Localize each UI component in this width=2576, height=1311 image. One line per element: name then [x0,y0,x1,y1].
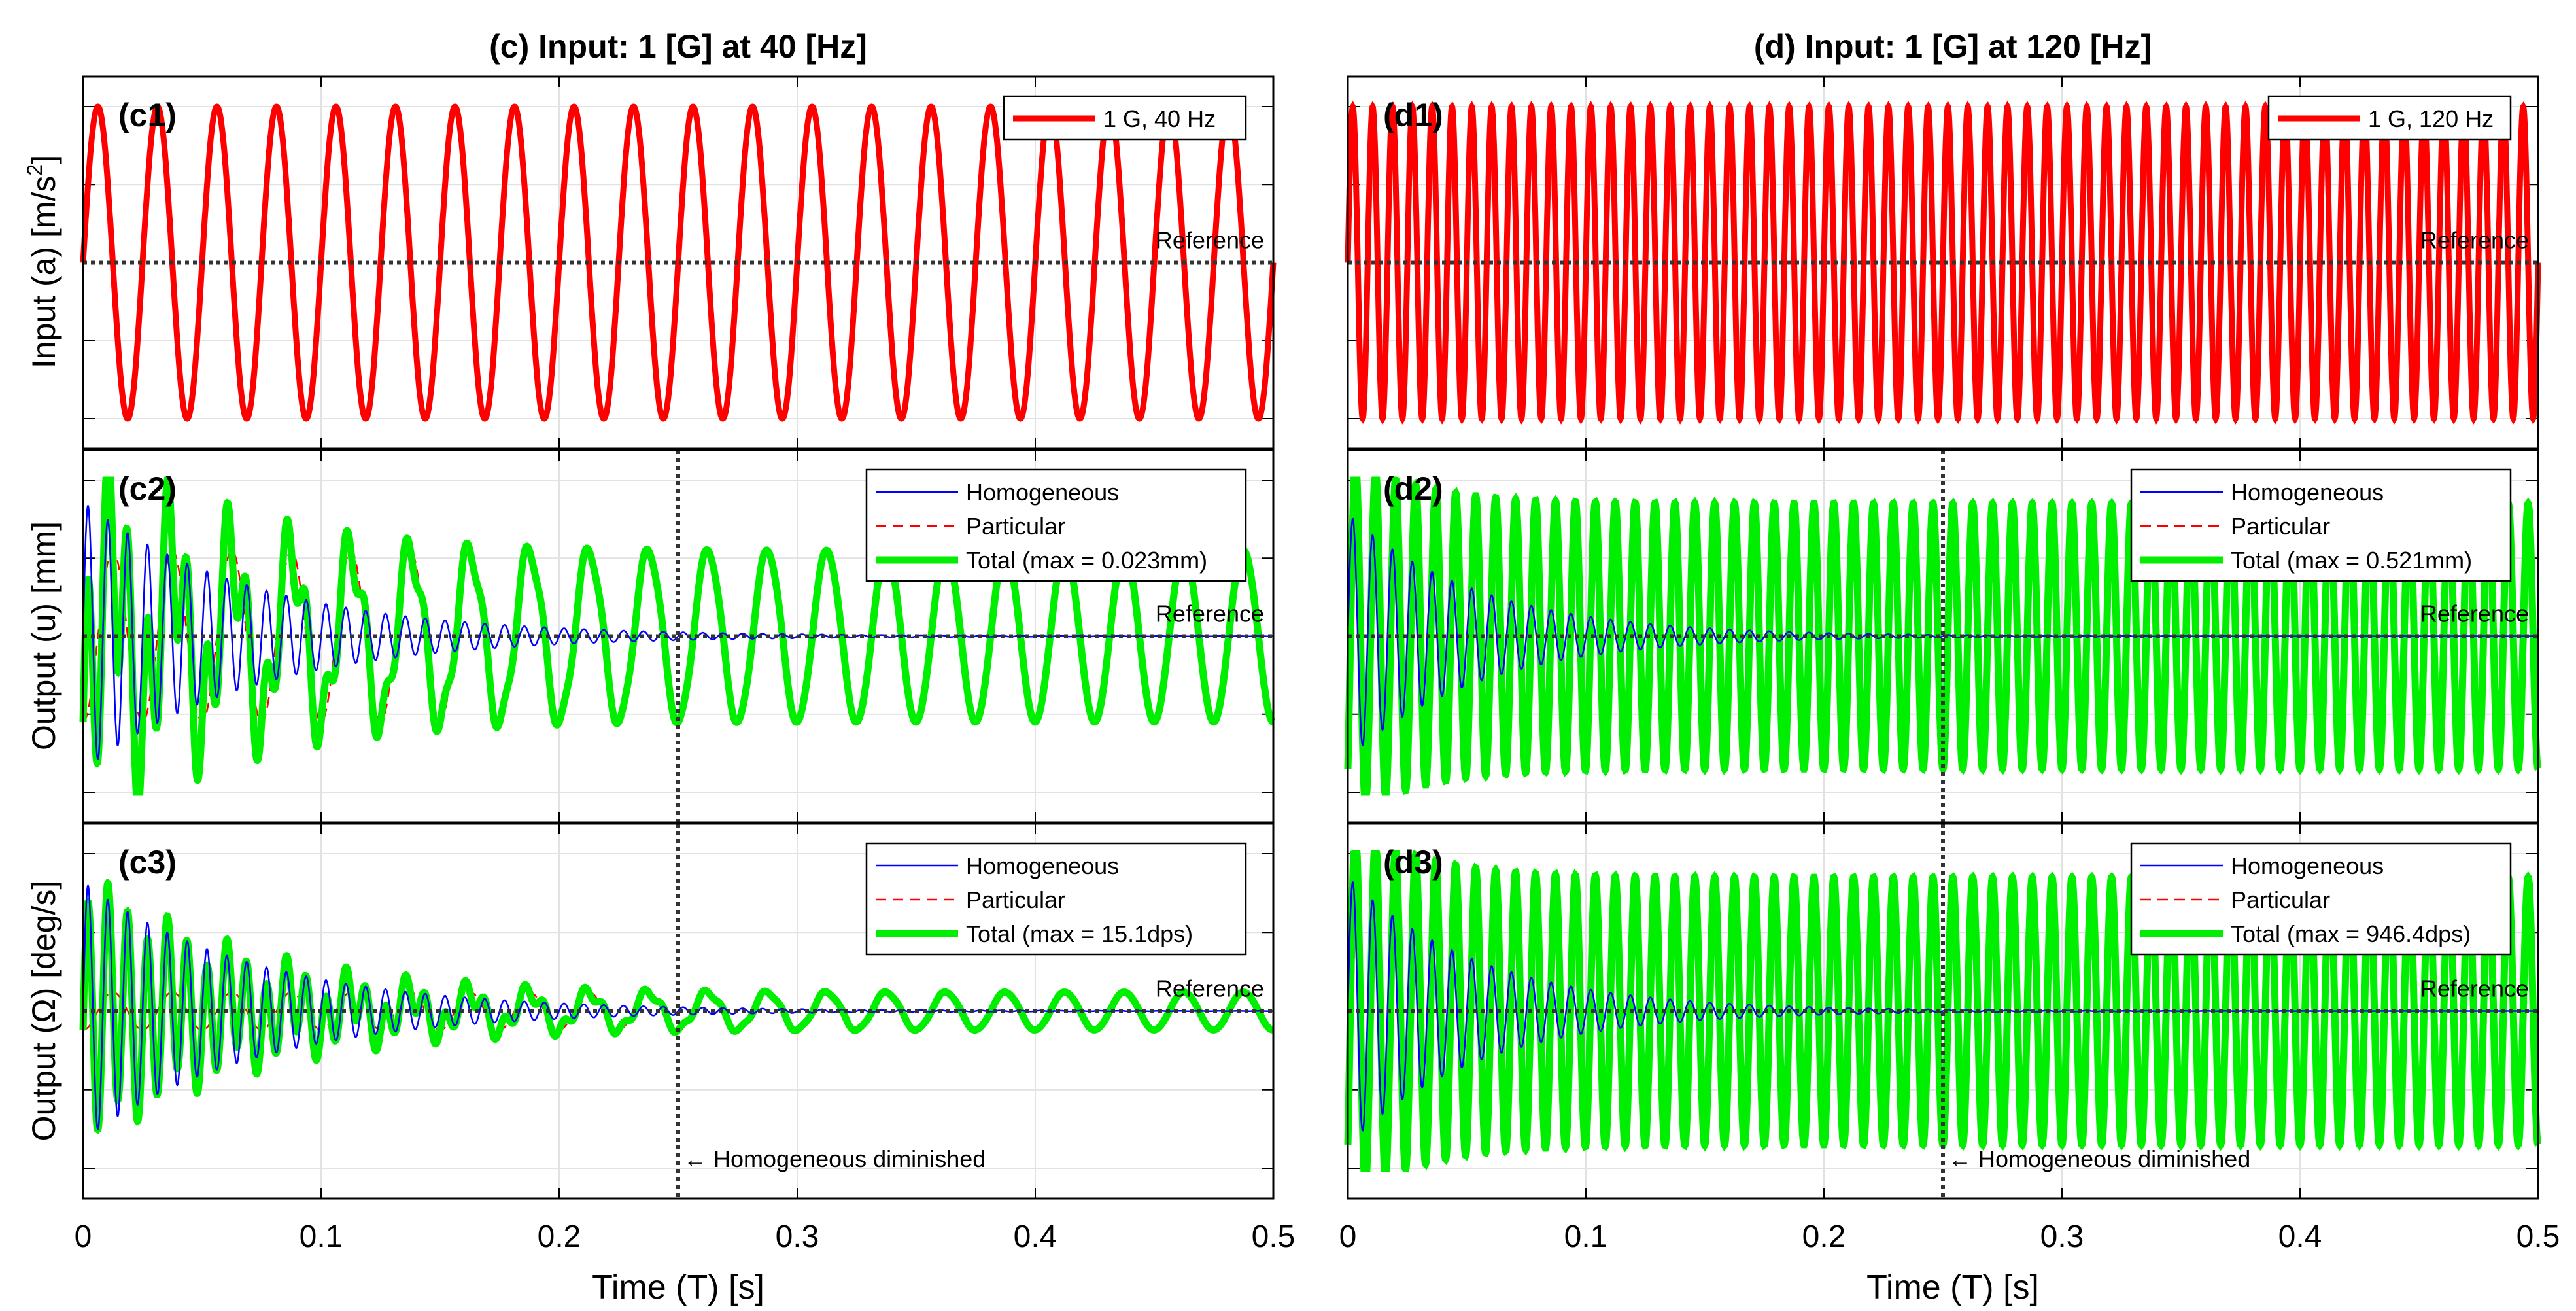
legend-entry-input: 1 G, 40 Hz [1103,105,1216,132]
panels: Reference (c1) 1 G, 40 Hz Reference (c2) Homo… [75,75,2560,1254]
panel-label-d3: (d3) [1383,844,1443,881]
legend-entry-particular: Particular [2231,513,2330,540]
panel-d1: Reference (d1) 1 G, 120 Hz [1345,75,2541,450]
legend: 1 G, 120 Hz [2267,95,2512,141]
axes-box [82,822,1275,1200]
reference-label: Reference [2420,601,2529,627]
panel-label-d2: (d2) [1383,470,1443,507]
series-line-total [1344,476,2542,796]
x-tick-label: 0.4 [1014,1219,1057,1254]
reference-label: Reference [2420,227,2529,254]
axes-box [1347,822,2539,1200]
x-axis-label-c: Time (T) [s] [592,1268,764,1306]
axes-box [82,75,1275,450]
x-tick-label: 0.3 [776,1219,819,1254]
series-line-input [80,103,1277,422]
panel-label-c2: (c2) [118,470,177,507]
legend: 1 G, 40 Hz [1003,95,1247,141]
panel-label-c1: (c1) [118,97,177,133]
legend-entry-total: Total (max = 0.023mm) [966,547,1207,574]
x-tick-label: 0.3 [2040,1219,2084,1254]
legend-entry-homogeneous: Homogeneous [2231,852,2384,879]
y-axis-label-c1: Input (a) [m/s2] [23,155,62,368]
legend: Homogeneous Particular Total (max = 946.4d… [2130,842,2512,956]
x-tick-label: 0.2 [538,1219,581,1254]
legend-entry-homogeneous: Homogeneous [2231,479,2384,506]
x-axis-label-d: Time (T) [s] [1866,1268,2039,1306]
legend-entry-input: 1 G, 120 Hz [2368,105,2494,132]
x-tick-label: 0.4 [2278,1219,2322,1254]
column-title-d: (d) Input: 1 [G] at 120 [Hz] [1754,28,2152,65]
reference-label: Reference [1156,227,1264,254]
reference-label: Reference [2420,975,2529,1002]
reference-label: Reference [1156,601,1264,627]
legend: Homogeneous Particular Total (max = 15.1dp… [865,842,1247,956]
annotation-homogeneous-diminished: ← Homogeneous diminished [683,1145,986,1172]
annotation-homogeneous-diminished: ← Homogeneous diminished [1948,1145,2250,1172]
x-tick-label: 0 [1339,1219,1357,1254]
legend-entry-particular: Particular [966,886,1065,913]
axes-box [82,449,1275,824]
series-line-input [1345,101,2541,425]
x-tick-label: 0.2 [1802,1219,1846,1254]
legend-entry-homogeneous: Homogeneous [966,852,1119,879]
legend-entry-homogeneous: Homogeneous [966,479,1119,506]
legend-entry-total: Total (max = 946.4dps) [2231,920,2471,947]
panel-c3: Reference ← Homogeneous diminished (c3) Hom… [79,822,1275,1200]
panel-d3: Reference ← Homogeneous diminished (d3) Hom… [1344,822,2542,1200]
reference-label: Reference [1156,975,1264,1002]
x-tick-label: 0 [75,1219,92,1254]
panel-d2: Reference (d2) Homogeneous Particular Total … [1344,449,2542,824]
y-axis-label-c3: Output (Ω) [deg/s] [26,881,62,1142]
x-tick-label: 0.5 [1252,1219,1296,1254]
axes-box [1347,449,2539,824]
legend: Homogeneous Particular Total (max = 0.521m… [2130,468,2512,582]
legend: Homogeneous Particular Total (max = 0.023m… [865,468,1247,582]
panel-label-c3: (c3) [118,844,177,881]
x-tick-label: 0.5 [2516,1219,2560,1254]
legend-entry-total: Total (max = 15.1dps) [966,920,1193,947]
series-line-total [79,476,1275,796]
panel-c1: Reference (c1) 1 G, 40 Hz [80,75,1277,450]
legend-entry-particular: Particular [2231,886,2330,913]
series-line-total [1344,849,2542,1172]
x-tick-label: 0.1 [300,1219,343,1254]
panel-c2: Reference (c2) Homogeneous Particular Total … [79,449,1275,824]
panel-label-d1: (d1) [1383,97,1443,133]
legend-entry-particular: Particular [966,513,1065,540]
legend-entry-total: Total (max = 0.521mm) [2231,547,2472,574]
y-axis-label-c2: Output (u) [mm] [26,521,62,750]
column-title-c: (c) Input: 1 [G] at 40 [Hz] [489,28,867,65]
x-tick-label: 0.1 [1564,1219,1608,1254]
axes-box [1347,75,2539,450]
